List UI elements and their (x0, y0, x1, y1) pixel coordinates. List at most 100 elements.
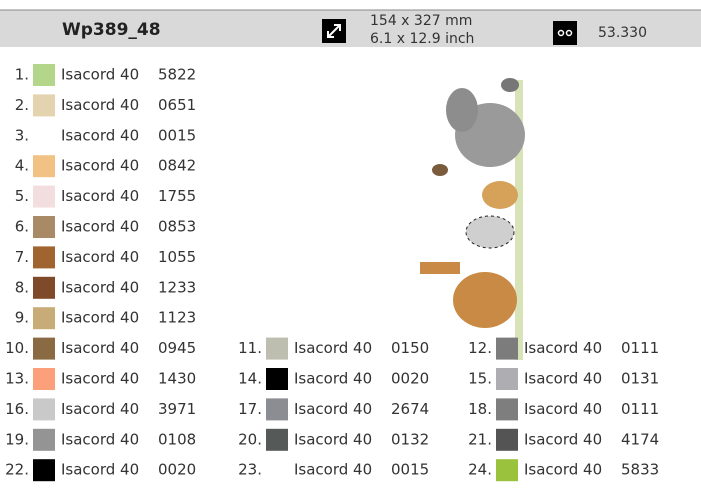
thread-brand: Isacord 40 (61, 218, 139, 236)
thread-number: 20. (238, 430, 262, 448)
thread-number: 7. (15, 248, 29, 266)
grass (515, 80, 523, 360)
thread-number: 1. (15, 66, 29, 84)
thread-brand: Isacord 40 (61, 461, 139, 479)
stitch-icon-dot (565, 29, 573, 37)
giraffe (453, 272, 517, 328)
thread-brand: Isacord 40 (524, 430, 602, 448)
thread-brand: Isacord 40 (294, 430, 372, 448)
size-icon-arrow (327, 24, 341, 38)
thread-code: 0020 (391, 370, 429, 388)
elephant-head (446, 88, 478, 132)
thread-code: 0651 (158, 96, 196, 114)
thread-number: 11. (238, 339, 262, 357)
thread-brand: Isacord 40 (61, 126, 139, 144)
thread-number: 19. (5, 430, 29, 448)
thread-number: 4. (15, 157, 29, 175)
thread-brand: Isacord 40 (294, 370, 372, 388)
thread-brand: Isacord 40 (61, 430, 139, 448)
thread-number: 23. (238, 461, 262, 479)
thread-brand: Isacord 40 (524, 400, 602, 418)
thread-code: 0015 (391, 461, 429, 479)
thread-brand: Isacord 40 (294, 400, 372, 418)
thread-number: 24. (468, 461, 492, 479)
thread-brand: Isacord 40 (524, 339, 602, 357)
thread-brand: Isacord 40 (524, 461, 602, 479)
thread-code: 0020 (158, 461, 196, 479)
thread-number: 16. (5, 400, 29, 418)
thread-code: 0853 (158, 218, 196, 236)
design-title: Wp389_48 (62, 20, 161, 40)
thread-brand: Isacord 40 (61, 96, 139, 114)
thread-number: 8. (15, 278, 29, 296)
thread-swatch (33, 307, 55, 330)
thread-brand: Isacord 40 (61, 187, 139, 205)
thread-code: 1755 (158, 187, 196, 205)
thread-code: 2674 (391, 400, 429, 418)
thread-swatch (33, 246, 55, 269)
thread-code: 3971 (158, 400, 196, 418)
thread-number: 21. (468, 430, 492, 448)
giraffe-neck (420, 262, 460, 274)
thread-swatch (266, 368, 288, 390)
thread-swatch (33, 155, 55, 178)
thread-number: 14. (238, 370, 262, 388)
thread-number: 18. (468, 400, 492, 418)
thread-brand: Isacord 40 (294, 461, 372, 479)
thread-number: 5. (15, 187, 29, 205)
thread-number: 3. (15, 126, 29, 144)
thread-code: 5822 (158, 66, 196, 84)
thread-swatch (33, 337, 55, 360)
thread-number: 22. (5, 461, 29, 479)
thread-swatch (33, 94, 55, 117)
thread-swatch (33, 276, 55, 299)
thread-swatch (266, 459, 288, 482)
thread-code: 0131 (621, 370, 659, 388)
thread-swatch (496, 398, 518, 421)
thread-swatch (496, 337, 518, 360)
thread-number: 2. (15, 96, 29, 114)
thread-code: 0111 (621, 339, 659, 357)
stitch-icon-dot (557, 29, 565, 37)
thread-swatch (496, 368, 518, 390)
zebra (465, 215, 515, 249)
thread-swatch (33, 398, 55, 421)
thread-code: 4174 (621, 430, 659, 448)
thread-number: 13. (5, 370, 29, 388)
thread-code: 0108 (158, 430, 196, 448)
thread-brand: Isacord 40 (61, 370, 139, 388)
thread-brand: Isacord 40 (61, 400, 139, 418)
size-inch: 6.1 x 12.9 inch (370, 31, 474, 47)
bird (432, 164, 448, 176)
thread-swatch (266, 398, 288, 421)
thread-code: 1430 (158, 370, 196, 388)
thread-number: 17. (238, 400, 262, 418)
header-bar (0, 10, 701, 47)
thread-swatch (33, 368, 55, 390)
thread-brand: Isacord 40 (61, 157, 139, 175)
thread-number: 6. (15, 218, 29, 236)
thread-brand: Isacord 40 (294, 339, 372, 357)
thread-code: 0150 (391, 339, 429, 357)
thread-brand: Isacord 40 (61, 309, 139, 327)
lion (482, 181, 518, 209)
thread-brand: Isacord 40 (61, 248, 139, 266)
thread-code: 0111 (621, 400, 659, 418)
stitch-icon (553, 21, 577, 45)
stitch-count: 53.330 (598, 25, 647, 41)
thread-code: 0945 (158, 339, 196, 357)
thread-number: 10. (5, 339, 29, 357)
thread-number: 9. (15, 309, 29, 327)
thread-swatch (33, 216, 55, 238)
thread-swatch (496, 428, 518, 451)
thread-swatch (33, 64, 55, 86)
thread-swatch (33, 428, 55, 451)
thread-brand: Isacord 40 (61, 66, 139, 84)
thread-brand: Isacord 40 (61, 339, 139, 357)
thread-code: 0015 (158, 126, 196, 144)
thread-swatch (33, 459, 55, 482)
thread-code: 0132 (391, 430, 429, 448)
thread-code: 0842 (158, 157, 196, 175)
thread-number: 15. (468, 370, 492, 388)
